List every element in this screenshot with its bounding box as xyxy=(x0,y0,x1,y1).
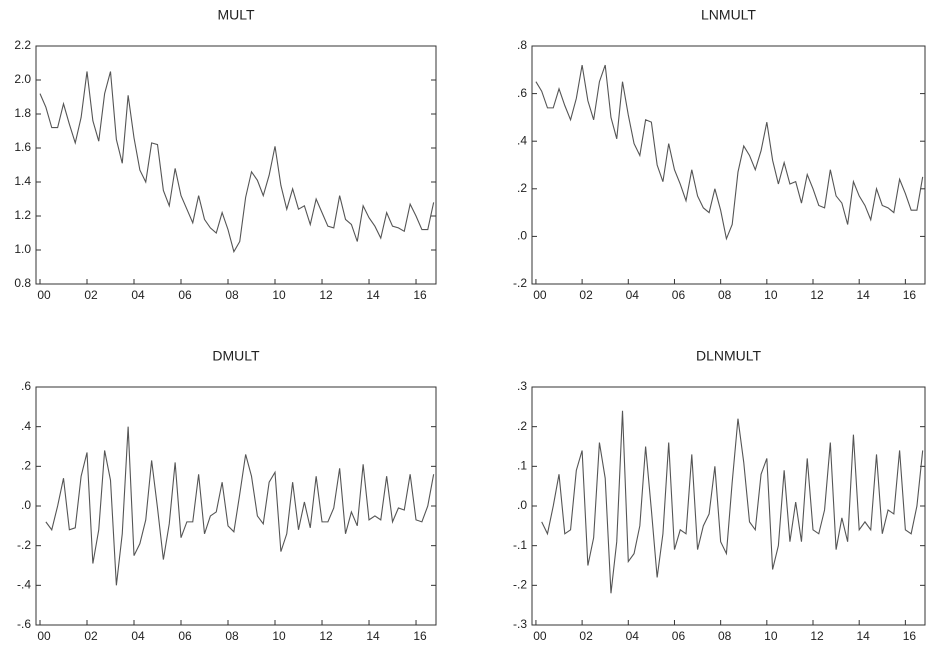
panel: LNMULT -.2 .0 .2 .4 .6 .8 00 02 04 06 08 10 12 14 16 xyxy=(513,7,926,302)
x-tick-label: 00 xyxy=(37,629,51,643)
y-tick-label: -.2 xyxy=(513,276,527,290)
x-tick-label: 10 xyxy=(764,288,778,302)
x-tick-label: 14 xyxy=(857,288,871,302)
x-tick-label: 06 xyxy=(178,288,192,302)
x-tick-label: 12 xyxy=(810,629,824,643)
y-tick-label: 1.2 xyxy=(14,208,31,222)
y-tick-label: 1.0 xyxy=(14,242,31,256)
y-tick-label: 1.8 xyxy=(14,106,31,120)
y-tick-label: 0.8 xyxy=(14,276,31,290)
y-tick-label: -.4 xyxy=(17,578,31,592)
y-tick-label: .2 xyxy=(517,419,527,433)
x-tick-label: 10 xyxy=(764,629,778,643)
series-line xyxy=(39,71,435,254)
chart-title: DMULT xyxy=(212,348,260,364)
plot-frame xyxy=(531,45,926,285)
series-line xyxy=(45,426,435,586)
x-tick-label: 16 xyxy=(413,288,427,302)
y-tick-label: .0 xyxy=(21,498,31,512)
y-tick-label: 2.0 xyxy=(14,72,31,86)
x-tick-label: 04 xyxy=(626,288,640,302)
y-tick-label: -.3 xyxy=(513,617,527,631)
x-tick-label: 02 xyxy=(579,629,593,643)
y-tick-label: 1.4 xyxy=(14,174,31,188)
panel: DLNMULT -.3 -.2 -.1 .0 .1 .2 .3 00 02 04 06 08 10 12 14… xyxy=(513,348,926,643)
x-tick-label: 10 xyxy=(272,629,286,643)
series-line xyxy=(541,410,924,594)
y-tick-label: .4 xyxy=(517,133,527,147)
y-tick-label: .6 xyxy=(517,86,527,100)
y-tick-label: 2.2 xyxy=(14,38,31,52)
x-tick-label: 12 xyxy=(319,288,333,302)
series-line xyxy=(535,64,924,241)
y-tick-label: .0 xyxy=(517,498,527,512)
y-tick-label: .6 xyxy=(21,379,31,393)
x-tick-label: 00 xyxy=(37,288,51,302)
y-tick-label: 1.6 xyxy=(14,140,31,154)
x-tick-label: 14 xyxy=(366,288,380,302)
x-tick-label: 06 xyxy=(178,629,192,643)
plot-frame xyxy=(35,386,437,626)
x-tick-label: 14 xyxy=(857,629,871,643)
plot-frame xyxy=(35,45,437,285)
x-tick-label: 14 xyxy=(366,629,380,643)
chart-title: DLNMULT xyxy=(696,348,762,364)
y-tick-label: -.1 xyxy=(513,538,527,552)
chart-title: LNMULT xyxy=(701,7,756,23)
x-tick-label: 10 xyxy=(272,288,286,302)
x-tick-label: 16 xyxy=(903,288,917,302)
x-tick-label: 12 xyxy=(319,629,333,643)
x-tick-label: 02 xyxy=(579,288,593,302)
x-tick-label: 08 xyxy=(718,288,732,302)
y-tick-label: -.6 xyxy=(17,617,31,631)
x-tick-label: 04 xyxy=(626,629,640,643)
x-tick-label: 08 xyxy=(225,629,239,643)
y-tick-label: .2 xyxy=(21,459,31,473)
y-tick-label: .3 xyxy=(517,379,527,393)
x-tick-label: 06 xyxy=(672,629,686,643)
x-tick-label: 08 xyxy=(718,629,732,643)
y-tick-label: .8 xyxy=(517,38,527,52)
x-tick-label: 16 xyxy=(413,629,427,643)
y-tick-label: -.2 xyxy=(513,578,527,592)
panel: DMULT -.6 -.4 -.2 .0 .2 .4 .6 00 02 04 06 08 10 12 14 16 xyxy=(17,348,437,643)
y-tick-label: .0 xyxy=(517,229,527,243)
y-tick-label: .1 xyxy=(517,459,527,473)
x-tick-label: 00 xyxy=(533,629,547,643)
x-tick-label: 16 xyxy=(903,629,917,643)
chart-title: MULT xyxy=(217,7,255,23)
y-tick-label: -.2 xyxy=(17,538,31,552)
x-tick-label: 06 xyxy=(672,288,686,302)
x-tick-label: 08 xyxy=(225,288,239,302)
x-tick-label: 04 xyxy=(131,288,145,302)
plot-frame xyxy=(531,386,926,626)
y-tick-label: .4 xyxy=(21,419,31,433)
x-tick-label: 04 xyxy=(131,629,145,643)
x-tick-label: 02 xyxy=(84,629,98,643)
x-tick-label: 02 xyxy=(84,288,98,302)
x-tick-label: 00 xyxy=(533,288,547,302)
y-tick-label: .2 xyxy=(517,181,527,195)
x-tick-label: 12 xyxy=(810,288,824,302)
panel: MULT 0.8 1.0 1.2 1.4 1.6 1.8 2.0 2.2 00 02 04 06 08 10… xyxy=(14,7,437,302)
